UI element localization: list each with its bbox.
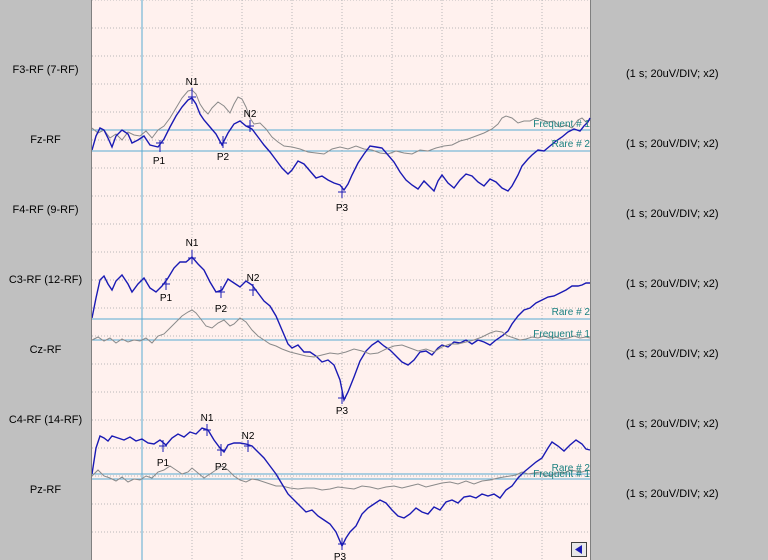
- svg-text:N2: N2: [244, 109, 257, 120]
- svg-text:N1: N1: [186, 77, 199, 88]
- peak-marker-p2: P2: [215, 444, 228, 473]
- svg-text:P1: P1: [160, 293, 173, 304]
- svg-text:N1: N1: [186, 238, 199, 249]
- peak-marker-n2: N2: [242, 431, 255, 452]
- svg-text:N1: N1: [201, 413, 214, 424]
- peak-marker-p1: P1: [157, 440, 170, 469]
- svg-text:P3: P3: [336, 203, 349, 214]
- channel-label-c3: C3-RF (12-RF): [8, 274, 83, 286]
- svg-text:P1: P1: [157, 458, 170, 469]
- channel-scale-f4: (1 s; 20uV/DIV; x2): [626, 208, 719, 220]
- rare-trace: [92, 427, 591, 548]
- channel-scale-fz: (1 s; 20uV/DIV; x2): [626, 138, 719, 150]
- channel-scale-pz: (1 s; 20uV/DIV; x2): [626, 488, 719, 500]
- svg-text:P2: P2: [215, 304, 228, 315]
- channel-scale-c3: (1 s; 20uV/DIV; x2): [626, 278, 719, 290]
- scroll-left-button[interactable]: [571, 542, 587, 557]
- peak-marker-p3: P3: [334, 538, 347, 560]
- peak-marker-n2: N2: [247, 273, 260, 296]
- peak-marker-p3: P3: [336, 392, 349, 417]
- channel-label-c4: C4-RF (14-RF): [8, 414, 83, 426]
- rare-label: Rare # 2: [552, 463, 591, 474]
- peak-marker-n1: N1: [186, 238, 199, 264]
- frequent-label: Frequent # 1: [533, 469, 590, 480]
- erp-plot-area[interactable]: Frequent # 1 Rare # 2 P1 N1 P2 N2 P3: [91, 0, 591, 560]
- peak-marker-n1: N1: [201, 413, 214, 436]
- frequent-label: Frequent # 1: [533, 329, 590, 340]
- channel-scale-c4: (1 s; 20uV/DIV; x2): [626, 418, 719, 430]
- channel-scales-panel: [591, 0, 768, 560]
- channel-label-pz: Pz-RF: [29, 484, 62, 496]
- svg-text:P1: P1: [153, 156, 166, 167]
- rare-label: Rare # 2: [552, 307, 591, 318]
- svg-text:P2: P2: [215, 462, 228, 473]
- erp-panel-3: Rare # 2 Frequent # 1 P1 N1 P2 N2 P3: [92, 413, 590, 560]
- grid-lines: [92, 0, 590, 560]
- channel-labels-panel: [0, 0, 91, 560]
- erp-panel-2: Rare # 2 Frequent # 1 P1 N1 P2 N2 P3: [92, 238, 590, 417]
- channel-label-f4: F4-RF (9-RF): [12, 204, 79, 216]
- svg-text:P2: P2: [217, 152, 230, 163]
- frequent-trace: [92, 465, 591, 491]
- channel-label-fz: Fz-RF: [30, 134, 61, 146]
- erp-panel-1: Frequent # 1 Rare # 2 P1 N1 P2 N2 P3: [92, 77, 591, 214]
- channel-scale-f3: (1 s; 20uV/DIV; x2): [626, 68, 719, 80]
- svg-text:P3: P3: [336, 406, 349, 417]
- channel-scale-cz: (1 s; 20uV/DIV; x2): [626, 348, 719, 360]
- peak-marker-n2: N2: [244, 109, 257, 132]
- svg-text:N2: N2: [247, 273, 260, 284]
- svg-text:P3: P3: [334, 552, 347, 560]
- channel-label-f3: F3-RF (7-RF): [12, 64, 79, 76]
- rare-trace: [92, 256, 590, 403]
- peak-marker-p1: P1: [153, 140, 166, 167]
- peak-marker-p1: P1: [160, 278, 173, 304]
- rare-label: Rare # 2: [552, 139, 591, 150]
- svg-text:N2: N2: [242, 431, 255, 442]
- peak-marker-p2: P2: [217, 136, 230, 163]
- peak-marker-n1: N1: [186, 77, 199, 104]
- frequent-trace: [92, 309, 591, 358]
- peak-marker-p3: P3: [336, 186, 349, 214]
- channel-label-cz: Cz-RF: [29, 344, 62, 356]
- frequent-label: Frequent # 1: [533, 119, 590, 130]
- triangle-left-icon: [575, 545, 582, 554]
- frequent-trace: [92, 89, 591, 155]
- peak-marker-p2: P2: [215, 286, 228, 315]
